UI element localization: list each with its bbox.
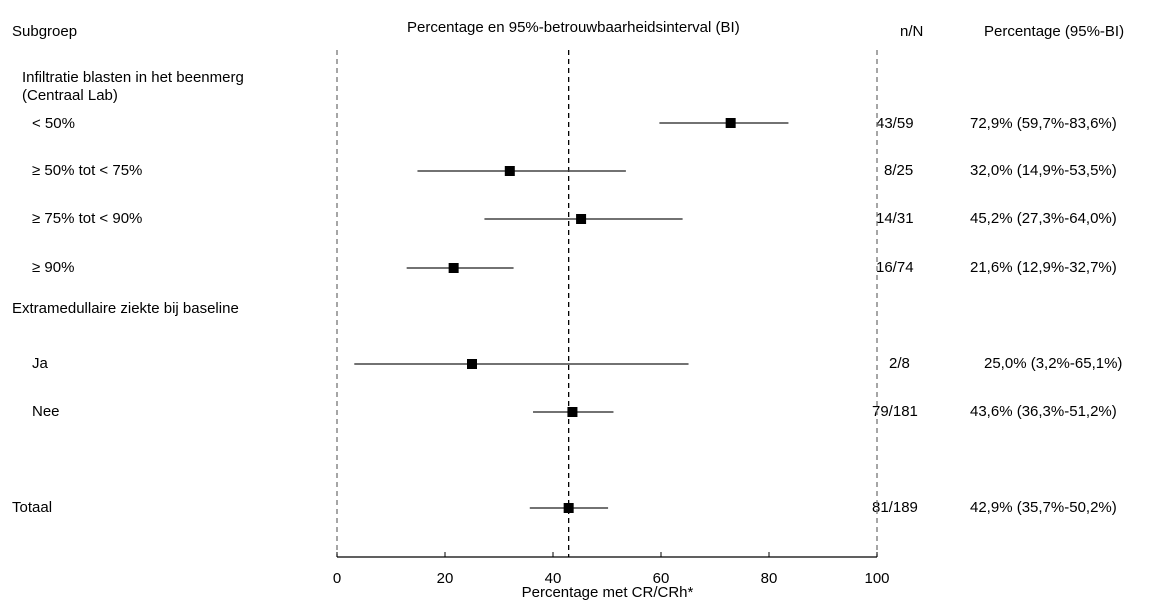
row-n-over-N: 8/25: [884, 162, 914, 179]
group-label-bone-marrow-line2: (Centraal Lab): [22, 87, 118, 104]
row-label: ≥ 75% tot < 90%: [32, 210, 143, 227]
plot-title: Percentage en 95%-betrouwbaarheidsinterv…: [407, 19, 740, 36]
point-estimate-marker: [576, 214, 587, 224]
point-estimate-marker: [504, 166, 515, 176]
row-label: Nee: [32, 403, 60, 420]
row-ci-text: 21,6% (12,9%-32,7%): [970, 259, 1117, 276]
point-estimate-marker: [448, 263, 459, 273]
row-n-over-N: 14/31: [876, 210, 914, 227]
group-label-extramedullary: Extramedullaire ziekte bij baseline: [12, 300, 239, 317]
row-n-over-N: 43/59: [876, 115, 914, 132]
row-ci-text: 32,0% (14,9%-53,5%): [970, 162, 1117, 179]
n-over-N-header: n/N: [900, 23, 924, 40]
point-estimate-marker: [563, 503, 574, 513]
row-label: ≥ 90%: [32, 259, 75, 276]
point-estimate-marker: [567, 407, 578, 417]
group-label-bone-marrow-line1: Infiltratie blasten in het beenmerg: [22, 69, 244, 86]
row-ci-text: 42,9% (35,7%-50,2%): [970, 499, 1117, 516]
row-ci-text: 45,2% (27,3%-64,0%): [970, 210, 1117, 227]
row-ci-text: 25,0% (3,2%-65,1%): [984, 355, 1123, 372]
x-tick-label: 20: [437, 570, 454, 587]
row-label: < 50%: [32, 115, 75, 132]
x-axis-label: Percentage met CR/CRh*: [521, 584, 694, 601]
row-n-over-N: 16/74: [876, 259, 914, 276]
row-n-over-N: 81/189: [872, 499, 918, 516]
x-tick-label: 40: [545, 570, 562, 587]
x-tick-label: 60: [653, 570, 670, 587]
row-ci-text: 72,9% (59,7%-83,6%): [970, 115, 1117, 132]
row-n-over-N: 2/8: [889, 355, 910, 372]
percentage-ci-header: Percentage (95%-BI): [984, 23, 1125, 40]
row-n-over-N: 79/181: [872, 403, 918, 420]
subgroup-header: Subgroep: [12, 23, 78, 40]
x-tick-label: 80: [761, 570, 778, 587]
x-tick-label: 100: [864, 570, 889, 587]
point-estimate-marker: [467, 359, 477, 369]
row-label: ≥ 50% tot < 75%: [32, 162, 143, 179]
point-estimate-marker: [725, 118, 736, 128]
row-label: Totaal: [12, 499, 53, 516]
x-tick-label: 0: [333, 570, 341, 587]
row-label: Ja: [32, 355, 48, 372]
row-ci-text: 43,6% (36,3%-51,2%): [970, 403, 1117, 420]
